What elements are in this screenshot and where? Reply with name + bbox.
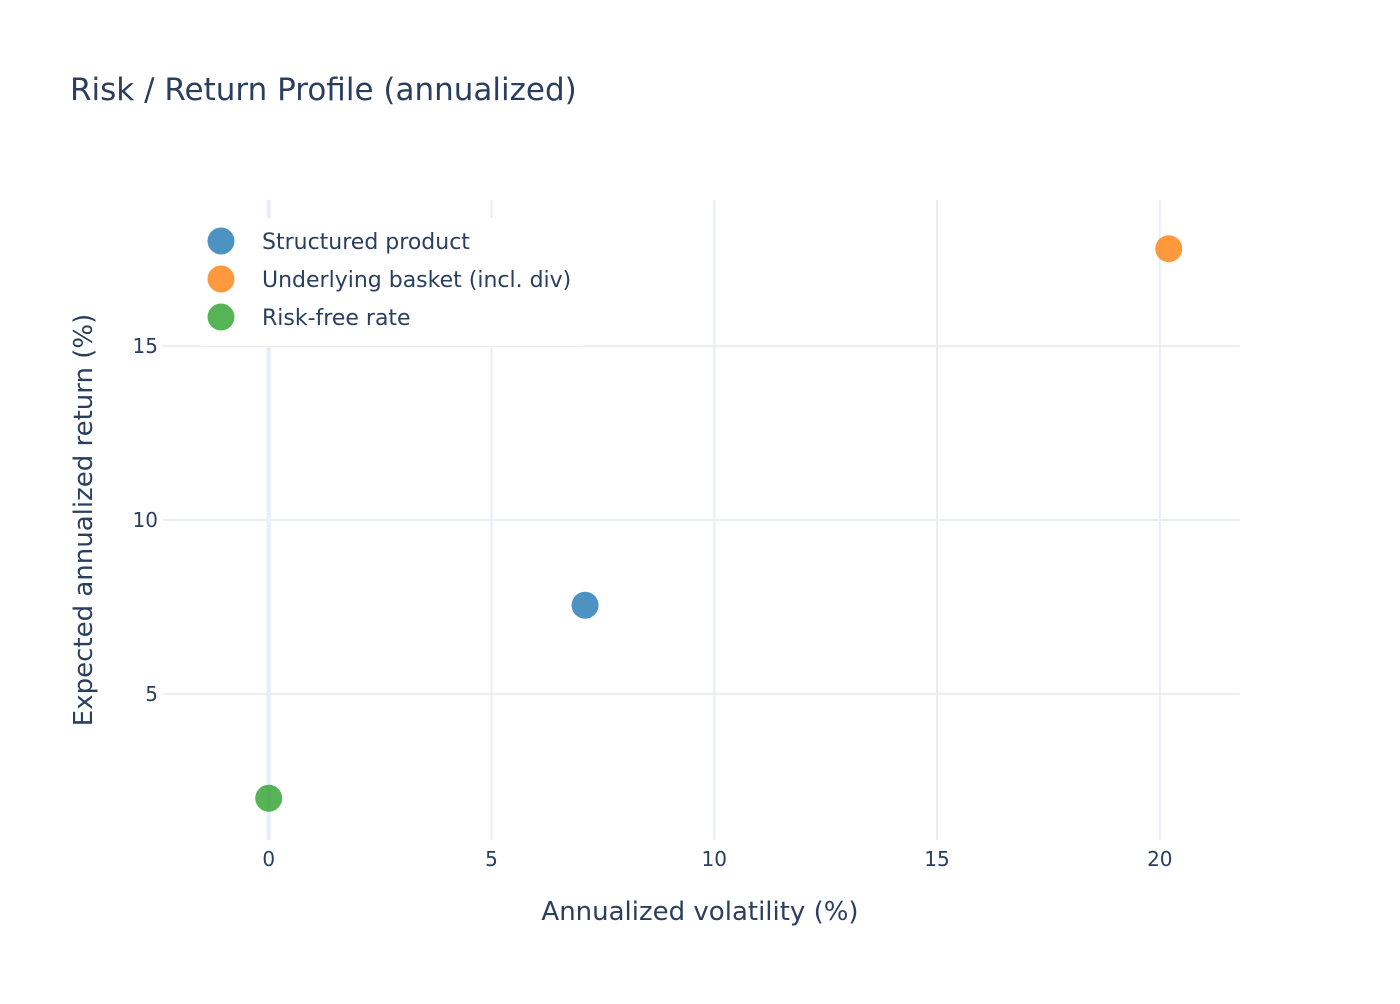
y-tick-label: 5 [145,682,158,706]
legend-label[interactable]: Underlying basket (incl. div) [262,268,571,293]
y-tick-label: 15 [133,334,158,358]
legend-label[interactable]: Risk-free rate [262,306,411,331]
y-axis-title: Expected annualized return (%) [69,314,99,726]
data-point[interactable] [1155,235,1183,263]
legend-marker [207,227,235,255]
x-tick-label: 10 [702,847,727,871]
y-tick-label: 10 [133,508,158,532]
x-tick-label: 5 [485,847,498,871]
x-tick-labels: 0 5 10 15 20 [262,847,1172,871]
y-gridlines [163,345,1240,695]
y-tick-labels: 5 10 15 [133,334,158,706]
data-points [255,235,1183,812]
x-tick-label: 20 [1147,847,1172,871]
legend-label[interactable]: Structured product [262,230,470,255]
data-point[interactable] [571,591,599,619]
legend-marker [207,265,235,293]
legend: Structured product Underlying basket (inc… [200,218,584,346]
legend-marker [207,303,235,331]
chart-title: Risk / Return Profile (annualized) [70,72,577,108]
legend-background [200,218,584,346]
x-axis-title: Annualized volatility (%) [541,897,858,927]
x-tick-label: 0 [262,847,275,871]
data-point[interactable] [255,784,283,812]
x-tick-label: 15 [924,847,949,871]
